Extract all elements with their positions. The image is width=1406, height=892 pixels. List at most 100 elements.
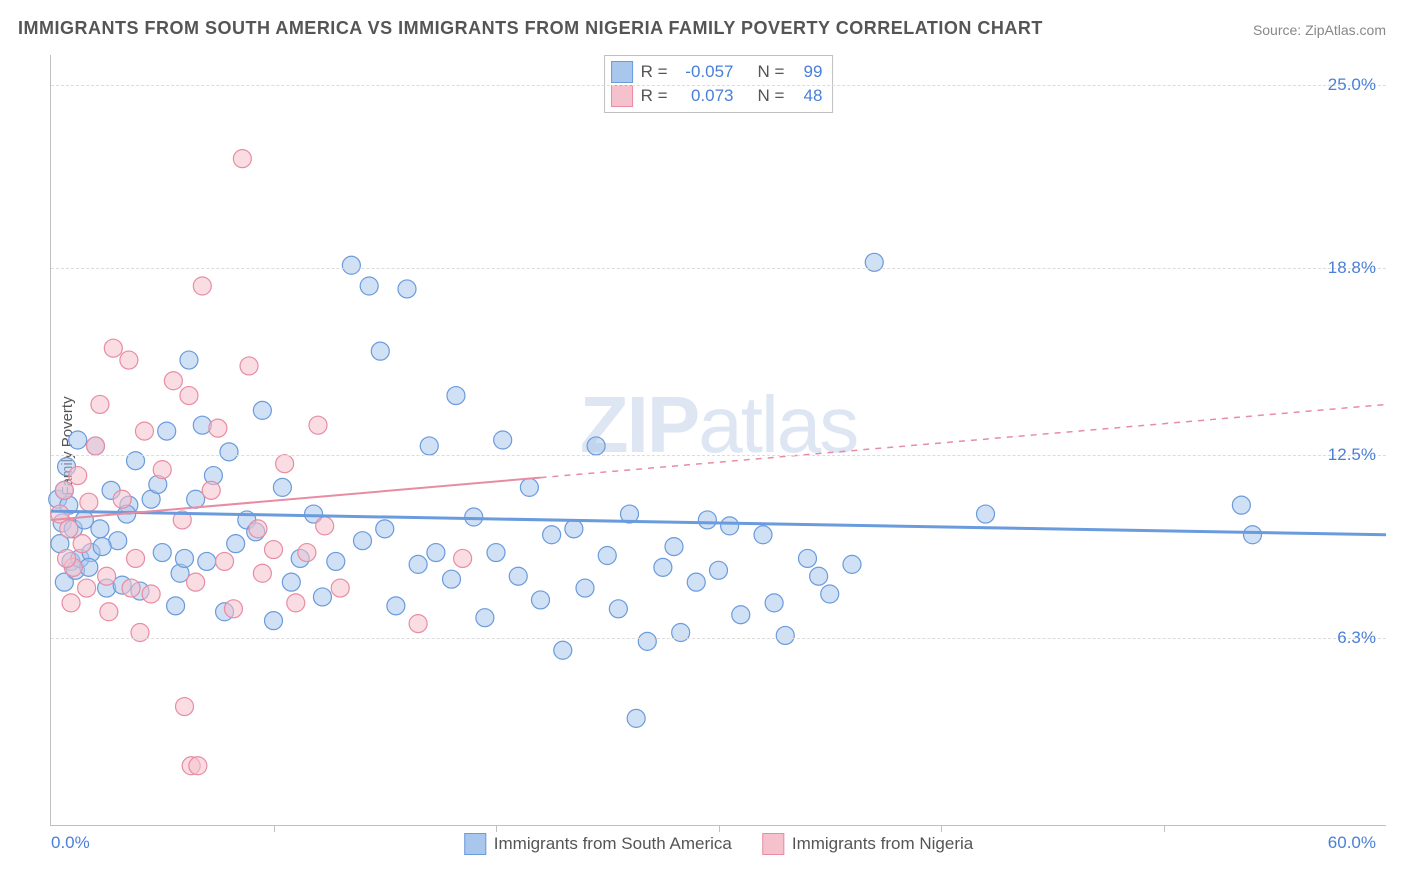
data-point <box>104 339 122 357</box>
data-point <box>253 564 271 582</box>
data-point <box>476 609 494 627</box>
data-point <box>187 573 205 591</box>
data-point <box>443 570 461 588</box>
data-point <box>100 603 118 621</box>
data-point <box>1232 496 1250 514</box>
data-point <box>93 538 111 556</box>
data-point <box>1244 526 1262 544</box>
data-point <box>638 632 656 650</box>
data-point <box>122 579 140 597</box>
legend-item: Immigrants from Nigeria <box>762 833 973 855</box>
data-point <box>721 517 739 535</box>
data-point <box>313 588 331 606</box>
data-point <box>327 552 345 570</box>
data-point <box>69 467 87 485</box>
x-tick <box>274 825 275 832</box>
data-point <box>427 544 445 562</box>
data-point <box>249 520 267 538</box>
data-point <box>78 579 96 597</box>
data-point <box>609 600 627 618</box>
trend-line-dashed <box>541 404 1387 477</box>
data-point <box>565 520 583 538</box>
data-point <box>265 612 283 630</box>
data-point <box>821 585 839 603</box>
source-label: Source: ZipAtlas.com <box>1253 22 1386 38</box>
data-point <box>198 552 216 570</box>
data-point <box>158 422 176 440</box>
n-value: 48 <box>792 86 822 106</box>
data-point <box>665 538 683 556</box>
n-value: 99 <box>792 62 822 82</box>
data-point <box>55 481 73 499</box>
data-point <box>176 698 194 716</box>
data-point <box>509 567 527 585</box>
data-point <box>69 431 87 449</box>
data-point <box>843 555 861 573</box>
n-label: N = <box>758 62 785 82</box>
data-point <box>87 437 105 455</box>
chart-container: IMMIGRANTS FROM SOUTH AMERICA VS IMMIGRA… <box>0 0 1406 892</box>
data-point <box>732 606 750 624</box>
data-point <box>494 431 512 449</box>
data-point <box>420 437 438 455</box>
data-point <box>224 600 242 618</box>
data-point <box>554 641 572 659</box>
data-point <box>62 594 80 612</box>
data-point <box>354 532 372 550</box>
data-point <box>73 535 91 553</box>
data-point <box>342 256 360 274</box>
data-point <box>587 437 605 455</box>
data-point <box>216 552 234 570</box>
data-point <box>176 549 194 567</box>
data-point <box>153 461 171 479</box>
data-point <box>98 567 116 585</box>
data-point <box>576 579 594 597</box>
y-tick-label: 12.5% <box>1328 445 1376 465</box>
gridline <box>51 638 1386 639</box>
x-min-label: 0.0% <box>51 833 90 853</box>
data-point <box>532 591 550 609</box>
stat-legend-row: R = -0.057 N = 99 <box>611 60 823 84</box>
data-point <box>298 544 316 562</box>
x-tick <box>1164 825 1165 832</box>
legend-item: Immigrants from South America <box>464 833 732 855</box>
gridline <box>51 268 1386 269</box>
data-point <box>398 280 416 298</box>
data-point <box>167 597 185 615</box>
data-point <box>754 526 772 544</box>
data-point <box>220 443 238 461</box>
data-point <box>187 490 205 508</box>
legend-swatch <box>611 61 633 83</box>
data-point <box>810 567 828 585</box>
plot-area: ZIPatlas R = -0.057 N = 99 R = 0.073 N =… <box>50 55 1386 826</box>
legend-swatch <box>464 833 486 855</box>
data-point <box>316 517 334 535</box>
legend-label: Immigrants from South America <box>494 834 732 854</box>
data-point <box>710 561 728 579</box>
data-point <box>409 615 427 633</box>
data-point <box>543 526 561 544</box>
data-point <box>282 573 300 591</box>
chart-title: IMMIGRANTS FROM SOUTH AMERICA VS IMMIGRA… <box>18 18 1043 39</box>
data-point <box>487 544 505 562</box>
data-point <box>409 555 427 573</box>
data-point <box>91 520 109 538</box>
data-point <box>360 277 378 295</box>
data-point <box>142 585 160 603</box>
chart-svg <box>51 55 1386 825</box>
gridline <box>51 85 1386 86</box>
data-point <box>227 535 245 553</box>
data-point <box>164 372 182 390</box>
r-value: -0.057 <box>676 62 734 82</box>
data-point <box>654 558 672 576</box>
data-point <box>120 351 138 369</box>
data-point <box>153 544 171 562</box>
data-point <box>331 579 349 597</box>
data-point <box>240 357 258 375</box>
r-label: R = <box>641 62 668 82</box>
data-point <box>253 401 271 419</box>
r-value: 0.073 <box>676 86 734 106</box>
data-point <box>80 493 98 511</box>
data-point <box>687 573 705 591</box>
x-max-label: 60.0% <box>1328 833 1376 853</box>
